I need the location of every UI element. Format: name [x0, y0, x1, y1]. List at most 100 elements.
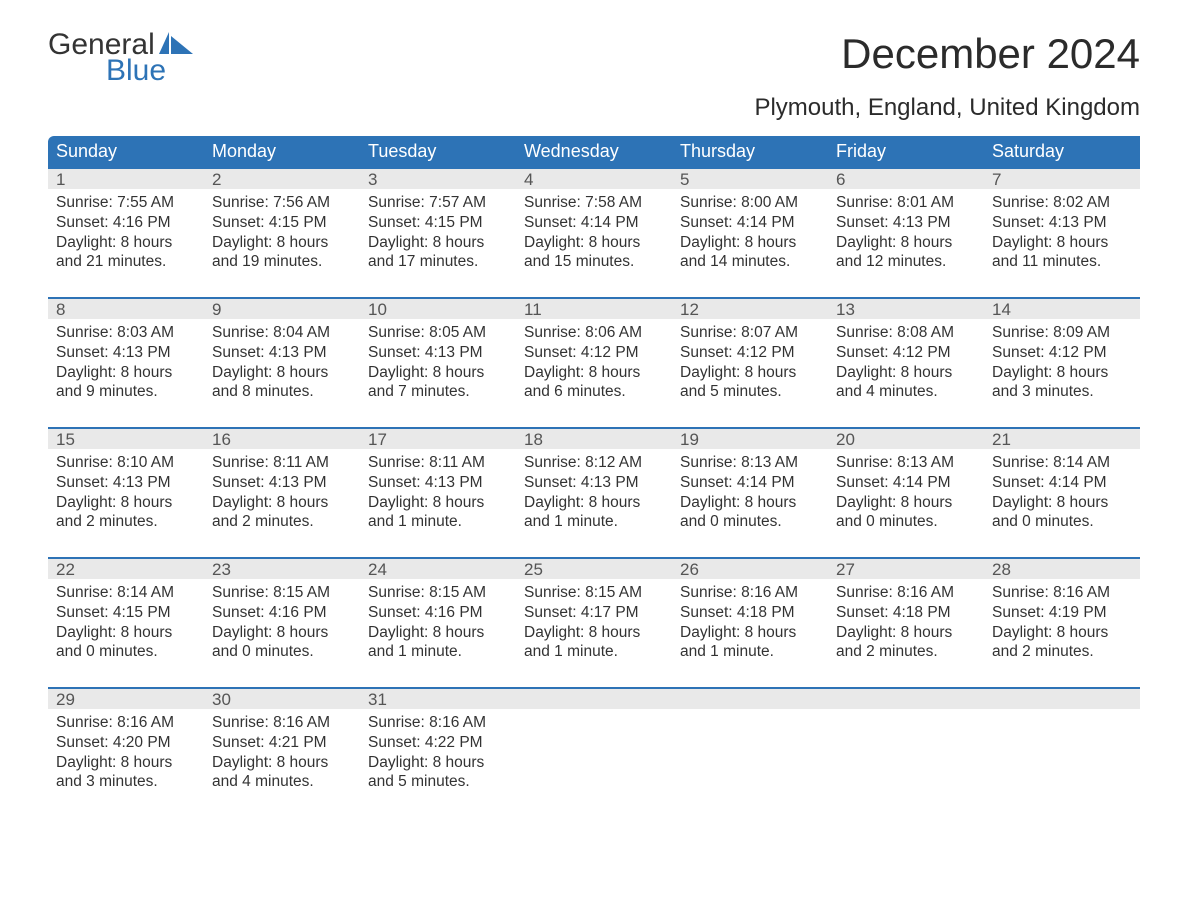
sunset-line: Sunset: 4:12 PM: [836, 343, 976, 363]
day-number: 9: [204, 297, 360, 319]
daylight-line: Daylight: 8 hours and 5 minutes.: [680, 363, 820, 403]
day-cell: Sunrise: 7:56 AMSunset: 4:15 PMDaylight:…: [204, 189, 360, 297]
sunrise-line: Sunrise: 7:58 AM: [524, 193, 664, 213]
day-cell: Sunrise: 7:57 AMSunset: 4:15 PMDaylight:…: [360, 189, 516, 297]
day-cell: Sunrise: 7:55 AMSunset: 4:16 PMDaylight:…: [48, 189, 204, 297]
sunset-line: Sunset: 4:13 PM: [56, 343, 196, 363]
day-cell: Sunrise: 8:06 AMSunset: 4:12 PMDaylight:…: [516, 319, 672, 427]
sunset-line: Sunset: 4:12 PM: [524, 343, 664, 363]
sunset-line: Sunset: 4:15 PM: [212, 213, 352, 233]
day-number: [672, 687, 828, 709]
day-number: [516, 687, 672, 709]
dow-header: Saturday: [984, 136, 1140, 167]
day-number: 28: [984, 557, 1140, 579]
sunrise-line: Sunrise: 8:15 AM: [368, 583, 508, 603]
day-cell: [984, 709, 1140, 817]
daylight-line: Daylight: 8 hours and 6 minutes.: [524, 363, 664, 403]
sunset-line: Sunset: 4:13 PM: [212, 473, 352, 493]
day-number: 6: [828, 167, 984, 189]
day-cell: Sunrise: 8:11 AMSunset: 4:13 PMDaylight:…: [360, 449, 516, 557]
sunrise-line: Sunrise: 7:55 AM: [56, 193, 196, 213]
daylight-line: Daylight: 8 hours and 1 minute.: [524, 623, 664, 663]
daylight-line: Daylight: 8 hours and 1 minute.: [368, 623, 508, 663]
sunset-line: Sunset: 4:16 PM: [368, 603, 508, 623]
day-cell: Sunrise: 8:15 AMSunset: 4:16 PMDaylight:…: [360, 579, 516, 687]
day-cell: Sunrise: 8:15 AMSunset: 4:17 PMDaylight:…: [516, 579, 672, 687]
day-number: 31: [360, 687, 516, 709]
day-cell: Sunrise: 8:14 AMSunset: 4:14 PMDaylight:…: [984, 449, 1140, 557]
sunrise-line: Sunrise: 8:09 AM: [992, 323, 1132, 343]
day-cell: Sunrise: 8:08 AMSunset: 4:12 PMDaylight:…: [828, 319, 984, 427]
daylight-line: Daylight: 8 hours and 11 minutes.: [992, 233, 1132, 273]
day-number: 24: [360, 557, 516, 579]
day-cell: Sunrise: 8:05 AMSunset: 4:13 PMDaylight:…: [360, 319, 516, 427]
day-cell: [672, 709, 828, 817]
day-number: 10: [360, 297, 516, 319]
sunrise-line: Sunrise: 8:16 AM: [56, 713, 196, 733]
sunrise-line: Sunrise: 8:07 AM: [680, 323, 820, 343]
logo-flag-icon: [159, 32, 193, 54]
daylight-line: Daylight: 8 hours and 0 minutes.: [992, 493, 1132, 533]
sunset-line: Sunset: 4:13 PM: [212, 343, 352, 363]
sunrise-line: Sunrise: 8:15 AM: [524, 583, 664, 603]
dow-header: Thursday: [672, 136, 828, 167]
day-cell: Sunrise: 8:03 AMSunset: 4:13 PMDaylight:…: [48, 319, 204, 427]
daylight-line: Daylight: 8 hours and 7 minutes.: [368, 363, 508, 403]
day-number: 15: [48, 427, 204, 449]
day-cell: Sunrise: 8:13 AMSunset: 4:14 PMDaylight:…: [828, 449, 984, 557]
day-number: 16: [204, 427, 360, 449]
day-cell: Sunrise: 8:10 AMSunset: 4:13 PMDaylight:…: [48, 449, 204, 557]
daylight-line: Daylight: 8 hours and 0 minutes.: [212, 623, 352, 663]
day-cell: Sunrise: 8:01 AMSunset: 4:13 PMDaylight:…: [828, 189, 984, 297]
sunrise-line: Sunrise: 8:16 AM: [680, 583, 820, 603]
daylight-line: Daylight: 8 hours and 5 minutes.: [368, 753, 508, 793]
page-subtitle: Plymouth, England, United Kingdom: [48, 94, 1140, 122]
sunrise-line: Sunrise: 8:06 AM: [524, 323, 664, 343]
daylight-line: Daylight: 8 hours and 4 minutes.: [212, 753, 352, 793]
day-number: 8: [48, 297, 204, 319]
day-number: 14: [984, 297, 1140, 319]
day-cell: Sunrise: 8:04 AMSunset: 4:13 PMDaylight:…: [204, 319, 360, 427]
sunrise-line: Sunrise: 8:15 AM: [212, 583, 352, 603]
dow-header: Tuesday: [360, 136, 516, 167]
daylight-line: Daylight: 8 hours and 17 minutes.: [368, 233, 508, 273]
sunset-line: Sunset: 4:21 PM: [212, 733, 352, 753]
sunset-line: Sunset: 4:14 PM: [836, 473, 976, 493]
day-number: 26: [672, 557, 828, 579]
calendar-grid: SundayMondayTuesdayWednesdayThursdayFrid…: [48, 136, 1140, 817]
day-number: 5: [672, 167, 828, 189]
day-number: 20: [828, 427, 984, 449]
day-number: 4: [516, 167, 672, 189]
page-title: December 2024: [841, 30, 1140, 78]
sunrise-line: Sunrise: 7:57 AM: [368, 193, 508, 213]
daylight-line: Daylight: 8 hours and 9 minutes.: [56, 363, 196, 403]
daylight-line: Daylight: 8 hours and 2 minutes.: [836, 623, 976, 663]
day-cell: Sunrise: 8:00 AMSunset: 4:14 PMDaylight:…: [672, 189, 828, 297]
sunset-line: Sunset: 4:14 PM: [680, 473, 820, 493]
day-number: 30: [204, 687, 360, 709]
day-cell: [828, 709, 984, 817]
sunrise-line: Sunrise: 8:14 AM: [992, 453, 1132, 473]
day-cell: Sunrise: 8:07 AMSunset: 4:12 PMDaylight:…: [672, 319, 828, 427]
day-cell: Sunrise: 8:14 AMSunset: 4:15 PMDaylight:…: [48, 579, 204, 687]
sunset-line: Sunset: 4:19 PM: [992, 603, 1132, 623]
sunrise-line: Sunrise: 8:11 AM: [368, 453, 508, 473]
day-number: 3: [360, 167, 516, 189]
day-cell: Sunrise: 8:16 AMSunset: 4:18 PMDaylight:…: [828, 579, 984, 687]
day-number: 25: [516, 557, 672, 579]
sunset-line: Sunset: 4:14 PM: [524, 213, 664, 233]
daylight-line: Daylight: 8 hours and 2 minutes.: [992, 623, 1132, 663]
sunrise-line: Sunrise: 8:04 AM: [212, 323, 352, 343]
sunrise-line: Sunrise: 8:12 AM: [524, 453, 664, 473]
daylight-line: Daylight: 8 hours and 0 minutes.: [680, 493, 820, 533]
dow-header: Sunday: [48, 136, 204, 167]
sunrise-line: Sunrise: 8:00 AM: [680, 193, 820, 213]
daylight-line: Daylight: 8 hours and 0 minutes.: [836, 493, 976, 533]
day-cell: Sunrise: 8:16 AMSunset: 4:19 PMDaylight:…: [984, 579, 1140, 687]
sunrise-line: Sunrise: 8:16 AM: [368, 713, 508, 733]
sunset-line: Sunset: 4:13 PM: [368, 343, 508, 363]
sunset-line: Sunset: 4:13 PM: [992, 213, 1132, 233]
day-number: 7: [984, 167, 1140, 189]
logo: General Blue: [48, 30, 193, 86]
day-number: 23: [204, 557, 360, 579]
